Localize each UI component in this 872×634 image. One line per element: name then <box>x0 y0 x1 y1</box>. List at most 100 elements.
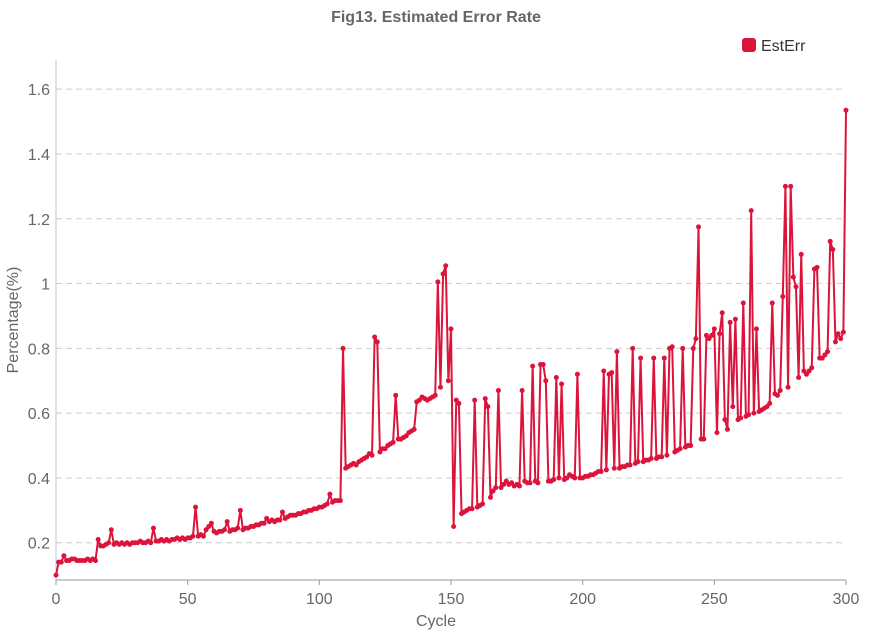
point <box>790 274 796 280</box>
point <box>843 107 849 113</box>
point <box>200 533 206 539</box>
point <box>614 349 620 355</box>
point <box>785 384 791 390</box>
point <box>825 349 831 355</box>
point <box>440 271 446 277</box>
point <box>327 491 333 497</box>
point <box>690 345 696 351</box>
point <box>796 375 802 381</box>
point <box>638 355 644 361</box>
point <box>451 524 457 530</box>
point <box>108 527 114 533</box>
point <box>390 439 396 445</box>
point <box>435 279 441 285</box>
point <box>495 387 501 393</box>
point <box>830 247 836 253</box>
point <box>469 506 475 512</box>
point <box>472 397 478 403</box>
point <box>751 410 757 416</box>
point <box>222 527 228 533</box>
point <box>788 183 794 189</box>
point <box>727 319 733 325</box>
point <box>193 504 199 510</box>
point <box>730 404 736 410</box>
point <box>279 509 285 515</box>
point <box>648 456 654 462</box>
point <box>661 355 667 361</box>
x-tick-label: 300 <box>833 591 860 608</box>
point <box>753 326 759 332</box>
point <box>572 475 578 481</box>
point <box>553 375 559 381</box>
point <box>540 362 546 368</box>
x-tick-label: 200 <box>569 591 596 608</box>
point <box>838 336 844 342</box>
point <box>224 519 230 525</box>
point <box>746 412 752 418</box>
point <box>411 426 417 432</box>
point <box>237 507 243 513</box>
point <box>324 501 330 507</box>
point <box>775 392 781 398</box>
point <box>722 417 728 423</box>
point <box>277 517 283 523</box>
chart-title: Fig13. Estimated Error Rate <box>331 9 541 26</box>
point <box>482 396 488 402</box>
point <box>651 355 657 361</box>
point <box>93 558 98 564</box>
y-tick-label: 1.6 <box>28 82 50 99</box>
point <box>740 300 746 306</box>
point <box>148 540 154 546</box>
point <box>448 326 454 332</box>
point <box>738 415 744 421</box>
point <box>835 331 841 337</box>
point <box>559 381 565 387</box>
y-tick-label: 0.2 <box>28 536 50 553</box>
point <box>150 525 156 531</box>
y-tick-label: 0.4 <box>28 471 50 488</box>
point <box>719 310 725 316</box>
point <box>393 392 399 398</box>
point <box>106 540 112 546</box>
y-axis-label: Percentage(%) <box>5 267 22 374</box>
x-tick-label: 150 <box>438 591 465 608</box>
point <box>208 520 214 526</box>
point <box>337 498 343 504</box>
point <box>777 387 783 393</box>
point <box>814 264 820 270</box>
point <box>696 224 702 230</box>
point <box>437 384 443 390</box>
x-tick-label: 250 <box>701 591 728 608</box>
y-tick-label: 1.2 <box>28 212 50 229</box>
point <box>767 400 773 406</box>
point <box>732 316 738 322</box>
point <box>543 378 549 384</box>
point <box>374 339 380 345</box>
point <box>58 559 64 565</box>
point <box>709 332 715 338</box>
point <box>372 334 378 340</box>
point <box>598 468 604 474</box>
legend-label: EstErr <box>761 38 806 55</box>
point <box>769 300 775 306</box>
point <box>445 378 451 384</box>
y-tick-label: 1.4 <box>28 147 50 164</box>
point <box>782 183 788 189</box>
point <box>748 208 754 214</box>
point <box>832 339 838 345</box>
point <box>677 446 683 452</box>
point <box>551 477 557 483</box>
x-tick-label: 0 <box>52 591 61 608</box>
point <box>840 329 846 335</box>
point <box>809 365 815 371</box>
point <box>793 284 799 290</box>
y-tick-label: 1 <box>41 277 50 294</box>
point <box>780 294 786 300</box>
point <box>693 336 699 342</box>
point <box>717 331 723 337</box>
point <box>711 326 717 332</box>
point <box>627 462 633 468</box>
point <box>530 363 536 369</box>
point <box>680 345 686 351</box>
